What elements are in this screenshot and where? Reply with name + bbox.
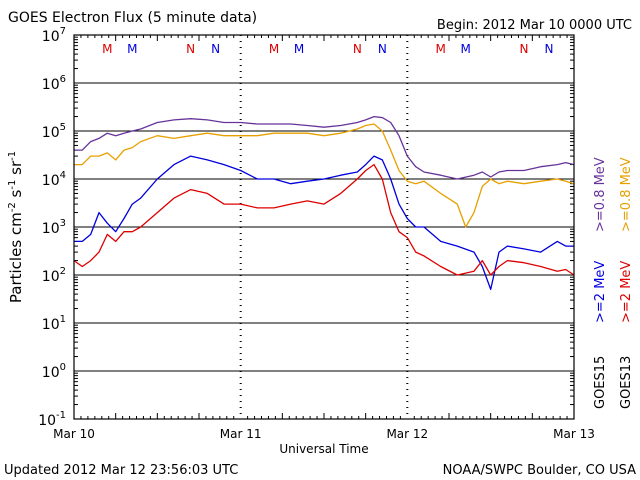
credit-line: NOAA/SWPC Boulder, CO USA [443, 463, 636, 478]
y-tick-label: 102 [42, 266, 66, 285]
series-line-3 [73, 163, 575, 276]
y-tick-label: 103 [42, 218, 66, 237]
chart-title: GOES Electron Flux (5 minute data) [8, 10, 257, 26]
x-tick-label: Mar 12 [386, 427, 428, 441]
y-tick-label: 107 [42, 26, 66, 45]
updated-timestamp: Updated 2012 Mar 12 23:56:03 UTC [4, 463, 238, 478]
plot-frame [73, 34, 575, 420]
x-tick-label: Mar 13 [553, 427, 595, 441]
marker-label: N [520, 42, 529, 56]
y-tick-label: 105 [42, 122, 66, 141]
legend-satellite-goes15: GOES15 [593, 356, 608, 409]
legend-entry-goes15-0p8: >=0.8 MeV [593, 157, 608, 232]
legend-satellite-goes13: GOES13 [619, 356, 634, 409]
legend-entry-goes15-2: >=2 MeV [593, 261, 608, 323]
marker-label: M [269, 42, 279, 56]
y-tick-label: 10-1 [38, 410, 66, 429]
y-tick-label: 101 [42, 314, 66, 333]
series-line-2 [74, 155, 574, 291]
marker-label: N [211, 42, 220, 56]
marker-label: M [460, 42, 470, 56]
legend-entry-goes13-0p8: >=0.8 MeV [619, 157, 634, 232]
begin-date: Begin: 2012 Mar 10 0000 UTC [437, 18, 632, 33]
series-line-0 [74, 115, 575, 180]
marker-label: M [102, 42, 112, 56]
marker-label: M [294, 42, 304, 56]
marker-label: M [435, 42, 445, 56]
x-tick-label: Mar 10 [53, 427, 95, 441]
legend: GOES15 GOES13 >=0.8 MeV >=0.8 MeV >=2 Me… [593, 157, 634, 409]
plot-area: 10-1 100 101 102 103 104 105 106 107 Mar 10 Mar 11… [38, 26, 595, 441]
x-axis-label: Universal Time [279, 442, 368, 456]
y-tick-label: 106 [42, 74, 66, 93]
x-tick-label: Mar 11 [220, 427, 262, 441]
y-axis-label: Particles cm-2 s-1 sr-1 [7, 151, 25, 303]
y-tick-label: 100 [42, 362, 66, 381]
series-line-1 [74, 123, 575, 228]
marker-label: N [378, 42, 387, 56]
marker-label: N [545, 42, 554, 56]
y-tick-label: 104 [42, 170, 66, 189]
marker-label: N [186, 42, 195, 56]
marker-label: N [353, 42, 362, 56]
marker-label: M [127, 42, 137, 56]
legend-entry-goes13-2: >=2 MeV [619, 261, 634, 323]
